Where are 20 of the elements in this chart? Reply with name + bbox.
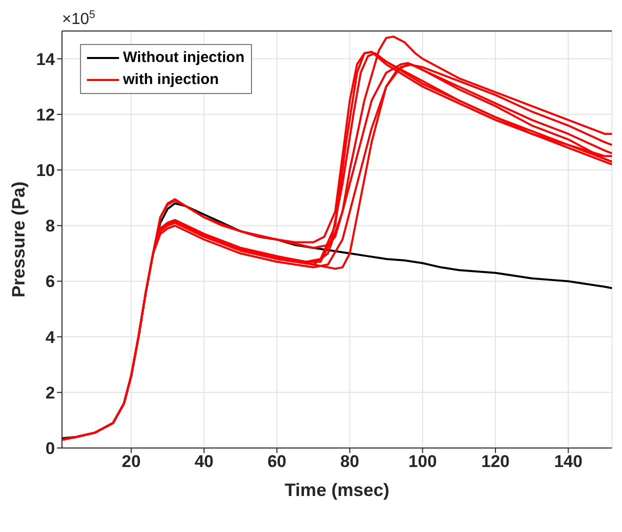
y-tick-label: 10 bbox=[36, 161, 55, 180]
y-tick-label: 12 bbox=[36, 105, 55, 124]
x-tick-label: 40 bbox=[194, 452, 214, 472]
legend-label: Without injection bbox=[123, 48, 245, 68]
y-tick-label: 2 bbox=[46, 383, 55, 402]
x-tick-label: 80 bbox=[340, 452, 360, 472]
x-tick-label: 120 bbox=[481, 452, 510, 472]
y-tick-label: 6 bbox=[46, 272, 55, 292]
x-tick-label: 60 bbox=[267, 452, 286, 472]
y-tick-label: 4 bbox=[46, 328, 56, 347]
text: ×10$^{5}$ bbox=[62, 9, 96, 28]
legend-label: with injection bbox=[123, 70, 219, 90]
y-tick-label: 14 bbox=[36, 50, 56, 69]
x-tick-label: 100 bbox=[408, 452, 437, 472]
x-tick-label: 140 bbox=[554, 452, 582, 472]
y-axis-title: Pressure (Pa) bbox=[8, 181, 28, 298]
y-tick-label: 0 bbox=[46, 439, 55, 458]
x-tick-label: 20 bbox=[122, 452, 141, 472]
y-tick-label: 8 bbox=[46, 216, 55, 236]
x-axis-title: Time (msec) bbox=[284, 480, 390, 500]
